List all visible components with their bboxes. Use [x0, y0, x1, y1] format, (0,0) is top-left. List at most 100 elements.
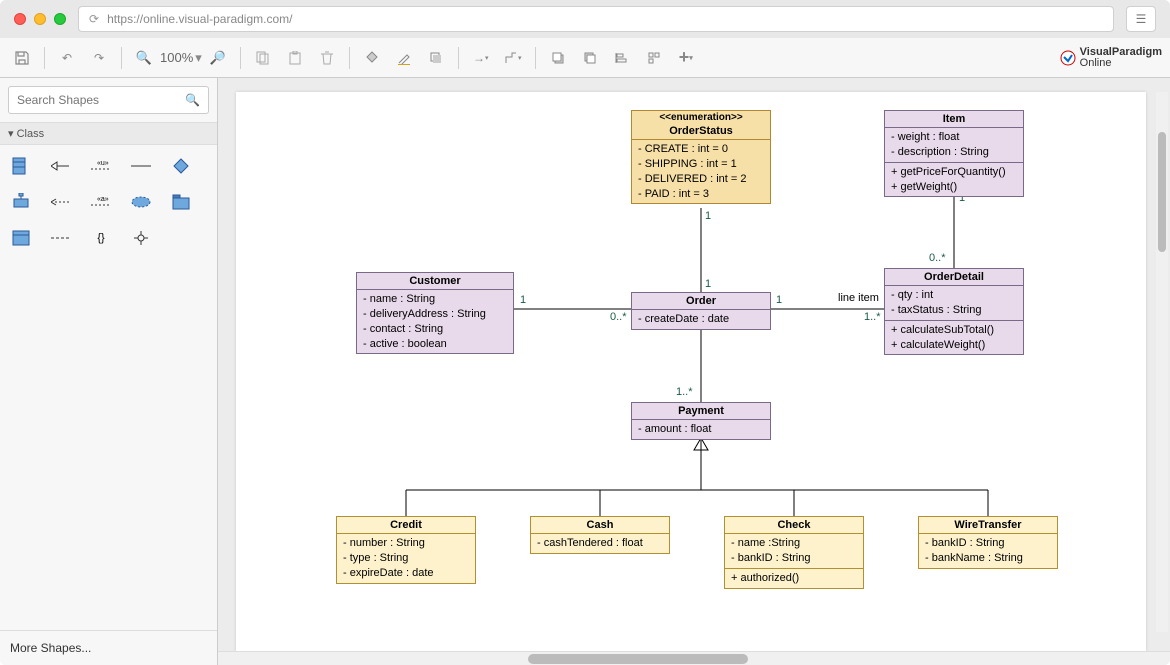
more-shapes-button[interactable]: More Shapes...	[0, 630, 217, 665]
horizontal-scrollbar[interactable]	[218, 651, 1170, 665]
shape-constraint-icon[interactable]: {}	[90, 227, 112, 249]
diagram-canvas[interactable]: 1 0..* 1 1 1 1..* line item 1 0..* 1..* …	[236, 92, 1146, 651]
undo-button[interactable]: ↶	[53, 44, 81, 72]
mult-order-detail-r: 1..*	[864, 311, 881, 323]
app-window: ⟳ https://online.visual-paradigm.com/ ☰ …	[0, 0, 1170, 665]
shape-model-icon[interactable]	[10, 227, 32, 249]
shape-class-icon[interactable]	[10, 155, 32, 177]
attr: - weight : float	[891, 130, 1017, 145]
class-title: Item	[885, 111, 1023, 128]
attr: - SHIPPING : int = 1	[638, 157, 764, 172]
shape-association-icon[interactable]	[130, 155, 152, 177]
svg-text:«a»: «a»	[97, 196, 109, 203]
vertical-scrollbar[interactable]	[1156, 92, 1168, 632]
separator	[349, 47, 350, 69]
maximize-window-button[interactable]	[54, 13, 66, 25]
add-button[interactable]: +▾	[672, 44, 700, 72]
attr: - DELIVERED : int = 2	[638, 172, 764, 187]
class-wiretransfer[interactable]: WireTransfer - bankID : String - bankNam…	[918, 516, 1058, 569]
mult-customer: 1	[520, 294, 526, 306]
search-shapes-input[interactable]: 🔍	[8, 86, 209, 114]
class-customer[interactable]: Customer - name : String - deliveryAddre…	[356, 272, 514, 354]
to-front-button[interactable]	[544, 44, 572, 72]
connector-waypoint-button[interactable]: ▾	[499, 44, 527, 72]
attr: - createDate : date	[638, 312, 764, 327]
class-title: Customer	[357, 273, 513, 290]
paste-button[interactable]	[281, 44, 309, 72]
minimize-window-button[interactable]	[34, 13, 46, 25]
zoom-level[interactable]: 100%	[160, 50, 193, 65]
shape-realization-icon[interactable]	[50, 227, 72, 249]
zoom-out-button[interactable]: 🔍	[130, 44, 158, 72]
redo-button[interactable]: ↷	[85, 44, 113, 72]
search-icon: 🔍	[185, 93, 200, 107]
shadow-button[interactable]	[422, 44, 450, 72]
close-window-button[interactable]	[14, 13, 26, 25]
shape-collaboration-icon[interactable]	[130, 191, 152, 213]
scroll-thumb[interactable]	[1158, 132, 1166, 252]
delete-button[interactable]	[313, 44, 341, 72]
separator	[458, 47, 459, 69]
op: + authorized()	[731, 571, 857, 586]
main-area: 🔍 ▾ Class «u» «a» {} More Shapes..	[0, 78, 1170, 665]
app-logo: VisualParadigm Online	[1060, 47, 1162, 69]
palette-class-header[interactable]: ▾ Class	[0, 122, 217, 145]
class-payment[interactable]: Payment - amount : float	[631, 402, 771, 440]
search-field[interactable]	[17, 93, 185, 107]
shape-nary-icon[interactable]	[10, 191, 32, 213]
shape-usage-icon[interactable]: «u»	[90, 155, 112, 177]
url-text: https://online.visual-paradigm.com/	[107, 12, 292, 26]
class-orderstatus[interactable]: <<enumeration>> OrderStatus - CREATE : i…	[631, 110, 771, 204]
shape-generalization-icon[interactable]	[50, 155, 72, 177]
attr: - bankName : String	[925, 551, 1051, 566]
reload-icon[interactable]: ⟳	[89, 12, 99, 26]
class-title: Payment	[632, 403, 770, 420]
zoom-controls: 🔍 100% ▾ 🔎	[130, 44, 232, 72]
mult-status-bot: 1	[705, 278, 711, 290]
op: + calculateWeight()	[891, 338, 1017, 353]
attr: - cashTendered : float	[537, 536, 663, 551]
class-check[interactable]: Check - name :String - bankID : String +…	[724, 516, 864, 589]
fill-color-button[interactable]	[358, 44, 386, 72]
mult-status-top: 1	[705, 210, 711, 222]
attr: - number : String	[343, 536, 469, 551]
connector-straight-button[interactable]: →▾	[467, 44, 495, 72]
shape-dependency-icon[interactable]	[50, 191, 72, 213]
distribute-button[interactable]	[640, 44, 668, 72]
vp-logo-icon	[1060, 50, 1076, 66]
save-button[interactable]	[8, 44, 36, 72]
label-lineitem: line item	[838, 292, 879, 304]
logo-line1: VisualParadigm	[1080, 46, 1162, 58]
attr: - description : String	[891, 145, 1017, 160]
attr: - expireDate : date	[343, 566, 469, 581]
class-order[interactable]: Order - createDate : date	[631, 292, 771, 330]
shape-package-icon[interactable]	[170, 191, 192, 213]
class-title: OrderDetail	[885, 269, 1023, 286]
shape-anchor-icon[interactable]	[130, 227, 152, 249]
copy-button[interactable]	[249, 44, 277, 72]
attr: - taxStatus : String	[891, 303, 1017, 318]
zoom-in-button[interactable]: 🔎	[204, 44, 232, 72]
class-cash[interactable]: Cash - cashTendered : float	[530, 516, 670, 554]
class-title: Check	[725, 517, 863, 534]
class-title: Cash	[531, 517, 669, 534]
url-bar[interactable]: ⟳ https://online.visual-paradigm.com/	[78, 6, 1114, 32]
attr: - deliveryAddress : String	[363, 307, 507, 322]
op: + calculateSubTotal()	[891, 323, 1017, 338]
scroll-thumb[interactable]	[528, 654, 748, 664]
to-back-button[interactable]	[576, 44, 604, 72]
hamburger-menu-button[interactable]: ☰	[1126, 6, 1156, 32]
zoom-dropdown-icon[interactable]: ▾	[195, 50, 202, 66]
class-title: WireTransfer	[919, 517, 1057, 534]
shape-abstraction-icon[interactable]: «a»	[90, 191, 112, 213]
attr: - name :String	[731, 536, 857, 551]
class-item[interactable]: Item - weight : float - description : St…	[884, 110, 1024, 197]
class-credit[interactable]: Credit - number : String - type : String…	[336, 516, 476, 584]
separator	[240, 47, 241, 69]
class-orderdetail[interactable]: OrderDetail - qty : int - taxStatus : St…	[884, 268, 1024, 355]
align-button[interactable]	[608, 44, 636, 72]
shape-aggregation-icon[interactable]	[170, 155, 192, 177]
attr: - CREATE : int = 0	[638, 142, 764, 157]
browser-titlebar: ⟳ https://online.visual-paradigm.com/ ☰	[0, 0, 1170, 38]
line-color-button[interactable]	[390, 44, 418, 72]
